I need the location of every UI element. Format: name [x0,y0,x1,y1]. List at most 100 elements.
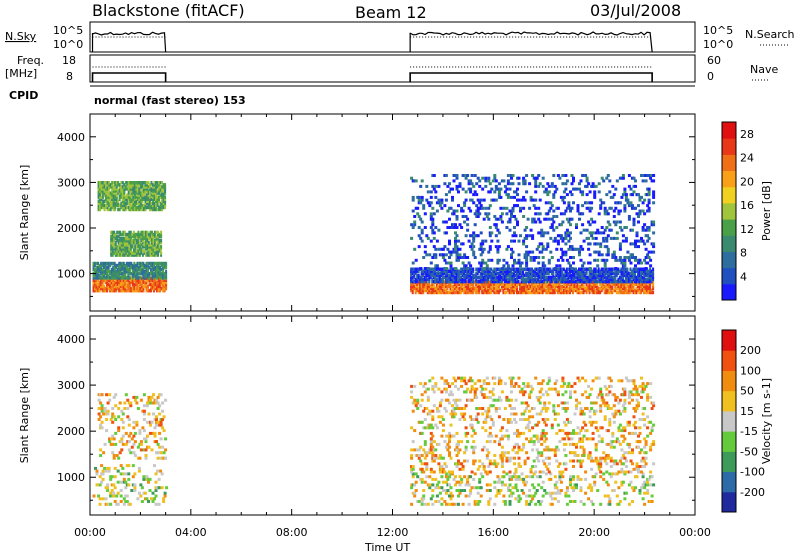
echo-cell [100,284,103,289]
colorbar-tick-label: 16 [740,199,754,212]
echo-cell [144,187,147,191]
echo-cell [440,269,443,273]
echo-cell [646,279,649,284]
echo-cell [472,477,476,481]
echo-cell [649,286,652,291]
echo-cell [410,502,414,506]
echo-cell [139,205,142,210]
echo-cell [106,409,110,413]
echo-cell [152,187,154,191]
echo-cell [104,469,108,473]
echo-cell [599,198,603,202]
echo-cell [99,193,102,197]
echo-cell [550,288,553,293]
echo-cell [553,288,556,293]
echo-cell [115,187,118,191]
echo-cell [578,253,581,257]
echo-cell [135,187,138,191]
echo-cell [618,201,622,205]
echo-cell [555,264,559,268]
echo-cell [641,267,644,271]
echo-cell [120,195,123,199]
echo-cell [97,272,100,276]
echo-cell [108,398,112,402]
echo-cell [516,193,519,197]
echo-cell [432,282,435,286]
echo-cell [146,241,149,245]
echo-cell [629,286,632,291]
echo-cell [646,277,649,282]
echo-cell [617,271,620,276]
echo-cell [143,243,146,247]
echo-cell [537,206,541,210]
echo-cell [116,274,119,278]
echo-cell [143,249,146,253]
echo-cell [135,420,139,424]
echo-cell [561,267,564,271]
echo-cell [605,226,609,229]
echo-cell [162,191,165,195]
echo-cell [582,279,585,284]
echo-cell [590,269,593,273]
echo-cell [632,217,636,221]
echo-cell [106,270,109,274]
echo-cell [156,456,160,460]
echo-cell [508,275,511,280]
echo-cell [611,184,615,188]
echo-cell [612,220,616,224]
echo-cell [150,278,152,283]
echo-cell [591,286,594,291]
echo-cell [575,288,577,293]
echo-cell [538,286,541,291]
echo-cell [416,282,419,286]
echo-cell [95,483,99,487]
echo-cell [593,220,597,224]
echo-cell [162,261,165,266]
echo-cell [464,176,468,180]
echo-cell [106,276,109,280]
echo-cell [160,278,163,283]
echo-cell [523,267,526,271]
echo-cell [159,185,162,189]
echo-cell [103,181,106,185]
echo-cell [494,184,498,188]
echo-cell [109,203,112,208]
echo-cell [154,284,157,289]
echo-cell [485,282,488,286]
echo-cell [588,269,591,273]
echo-cell [150,272,152,276]
echo-cell [152,193,154,197]
echo-cell [553,267,557,270]
echo-cell [643,279,646,284]
echo-cell [152,203,154,208]
echo-cell [546,288,549,293]
echo-cell [525,174,529,177]
echo-cell [506,282,509,286]
echo-cell [538,288,541,293]
echo-cell [142,207,145,212]
echo-cell [546,231,550,235]
echo-cell [119,241,122,245]
echo-cell [159,278,162,283]
echo-cell [519,275,521,280]
echo-cell [126,398,130,402]
echo-cell [484,282,487,286]
echo-cell [452,277,455,282]
echo-cell [620,286,623,291]
echo-cell [582,288,585,293]
echo-cell [556,273,559,278]
echo-cell [129,247,132,251]
echo-cell [150,183,153,187]
echo-cell [517,198,521,202]
echo-cell [479,273,482,278]
echo-cell [133,440,137,444]
echo-cell [144,440,148,444]
echo-cell [144,195,147,199]
echo-cell [116,270,119,274]
echo-cell [437,279,440,284]
echo-cell [578,277,580,282]
echo-cell [490,282,493,286]
echo-cell [567,239,571,243]
nsky-trace [409,31,653,53]
echo-cell [136,286,139,291]
